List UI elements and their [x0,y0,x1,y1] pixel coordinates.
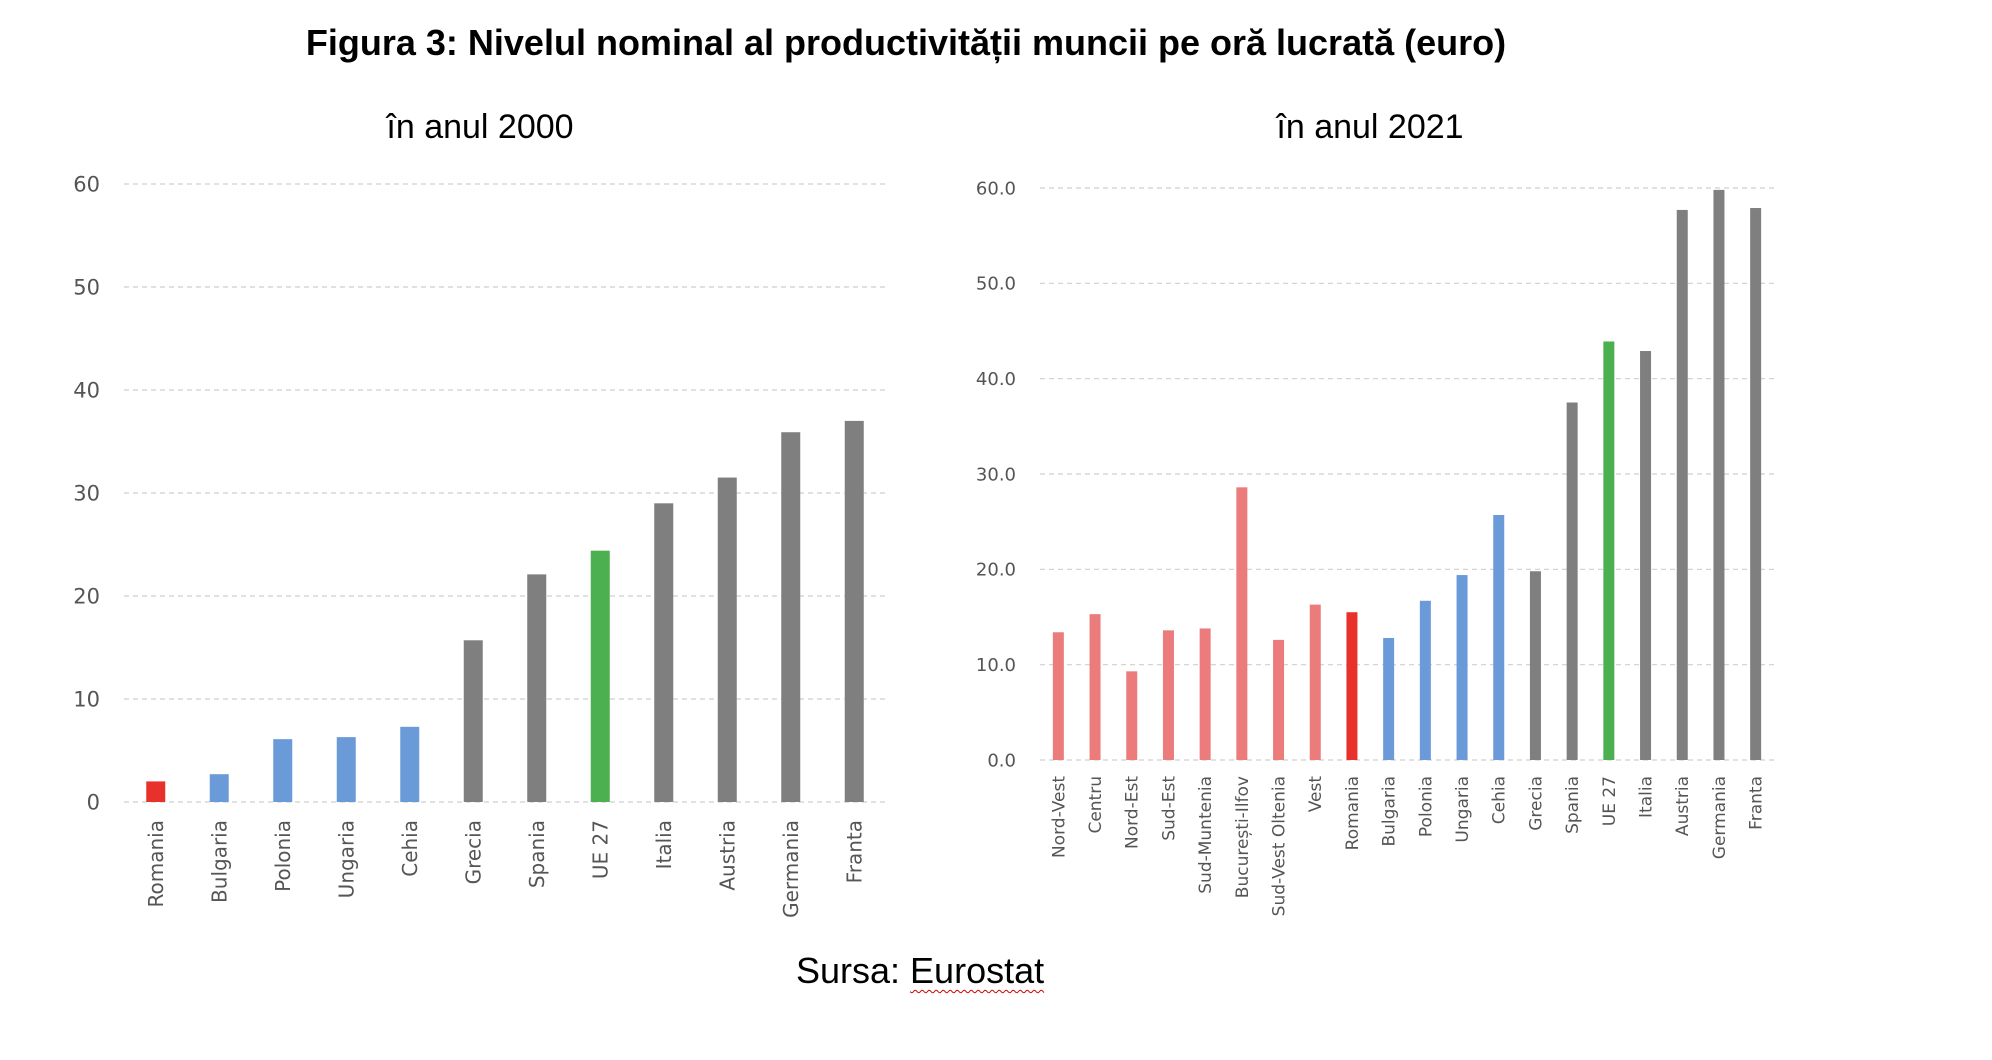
x-tick-label: Germania [779,820,803,918]
x-tick-label: Centru [1086,776,1106,834]
x-tick-label: Italia [1637,776,1657,818]
x-tick-label: Sud-Est [1159,776,1179,841]
y-tick-label: 20.0 [976,560,1016,581]
bar-franta [1750,208,1762,760]
x-tick-label: Italia [652,820,676,869]
source-name: Eurostat [910,950,1045,991]
bar-bulgaria [209,774,229,802]
x-tick-label: UE 27 [1600,776,1620,826]
x-tick-label: Ungaria [334,820,358,898]
bar-franta [844,420,864,802]
y-tick-label: 0 [87,790,100,814]
bar-grecia [463,640,483,802]
y-tick-label: 30.0 [976,464,1016,485]
bar-romania [146,781,166,802]
bar-germania [781,432,801,802]
bar-cehia [1493,514,1505,760]
y-tick-label: 60.0 [976,178,1016,199]
x-tick-label: Sud-Vest Oltenia [1270,776,1290,916]
x-tick-label: Vest [1306,776,1326,813]
bar-ungaria [336,737,356,802]
bar-polonia [273,739,293,802]
x-tick-label: Nord-Vest [1049,776,1069,858]
x-tick-label: Nord-Est [1123,776,1143,849]
x-tick-label: Romania [1343,776,1363,850]
bar-nord-vest [1052,632,1064,760]
x-tick-label: Cehia [398,820,422,877]
x-tick-label: Grecia [461,820,485,884]
bar-bulgaria [1383,637,1395,760]
bar-sud-muntenia [1199,628,1211,760]
figure-title: Figura 3: Nivelul nominal al productivit… [305,22,1507,63]
bar-nord-est [1126,671,1138,760]
y-tick-label: 60 [73,172,100,196]
bar-polonia [1419,600,1431,760]
y-tick-label: 50 [73,275,100,299]
bar-ue-27 [590,550,610,802]
x-tick-label: Romania [144,820,168,907]
x-tick-label: Cehia [1490,776,1510,824]
x-tick-label: Bulgaria [207,820,231,903]
bar-romania [1346,612,1358,760]
x-tick-label: Bulgaria [1380,776,1400,847]
bar-ue-27 [1603,341,1615,760]
x-tick-label: Spania [525,820,549,888]
bar-spania [527,574,547,802]
source-prefix: Sursa: [796,950,911,991]
x-tick-label: Germania [1710,776,1730,859]
bar-italia [1640,351,1652,760]
bar-bucurești-ilfov [1236,487,1248,760]
x-tick-label: Austria [715,820,739,891]
x-tick-label: Spania [1563,776,1583,834]
x-tick-label: Austria [1673,776,1693,836]
x-tick-label: Sud-Muntenia [1196,776,1216,894]
bar-ungaria [1456,575,1468,760]
bar-austria [717,477,737,802]
bar-italia [654,503,674,802]
bar-grecia [1529,571,1541,760]
y-tick-label: 30 [73,481,100,505]
source-note: Sursa: Eurostat [796,950,1044,992]
bar-austria [1676,209,1688,761]
chart-2000-title: în anul 2000 [386,108,574,146]
bar-vest [1309,604,1321,760]
y-tick-label: 40 [73,378,100,402]
x-tick-label: Polonia [271,820,295,892]
bar-cehia [400,726,420,802]
y-tick-label: 0.0 [987,750,1016,771]
bar-sud-est [1162,630,1174,760]
x-tick-label: Grecia [1526,776,1546,831]
bar-spania [1566,402,1578,760]
y-tick-label: 10 [73,687,100,711]
x-tick-label: Polonia [1416,776,1436,837]
bar-centru [1089,614,1101,760]
y-tick-label: 50.0 [976,274,1016,295]
x-tick-label: Franta [842,820,866,883]
bar-germania [1713,189,1725,760]
x-tick-label: UE 27 [588,820,612,879]
bar-sud-vest-oltenia [1273,639,1285,760]
x-tick-label: București-Ilfov [1233,776,1253,898]
y-tick-label: 10.0 [976,655,1016,676]
chart-2021-title: în anul 2021 [1276,108,1464,146]
x-tick-label: Franta [1747,776,1767,830]
y-tick-label: 40.0 [976,369,1016,390]
y-tick-label: 20 [73,584,100,608]
x-tick-label: Ungaria [1453,776,1473,843]
